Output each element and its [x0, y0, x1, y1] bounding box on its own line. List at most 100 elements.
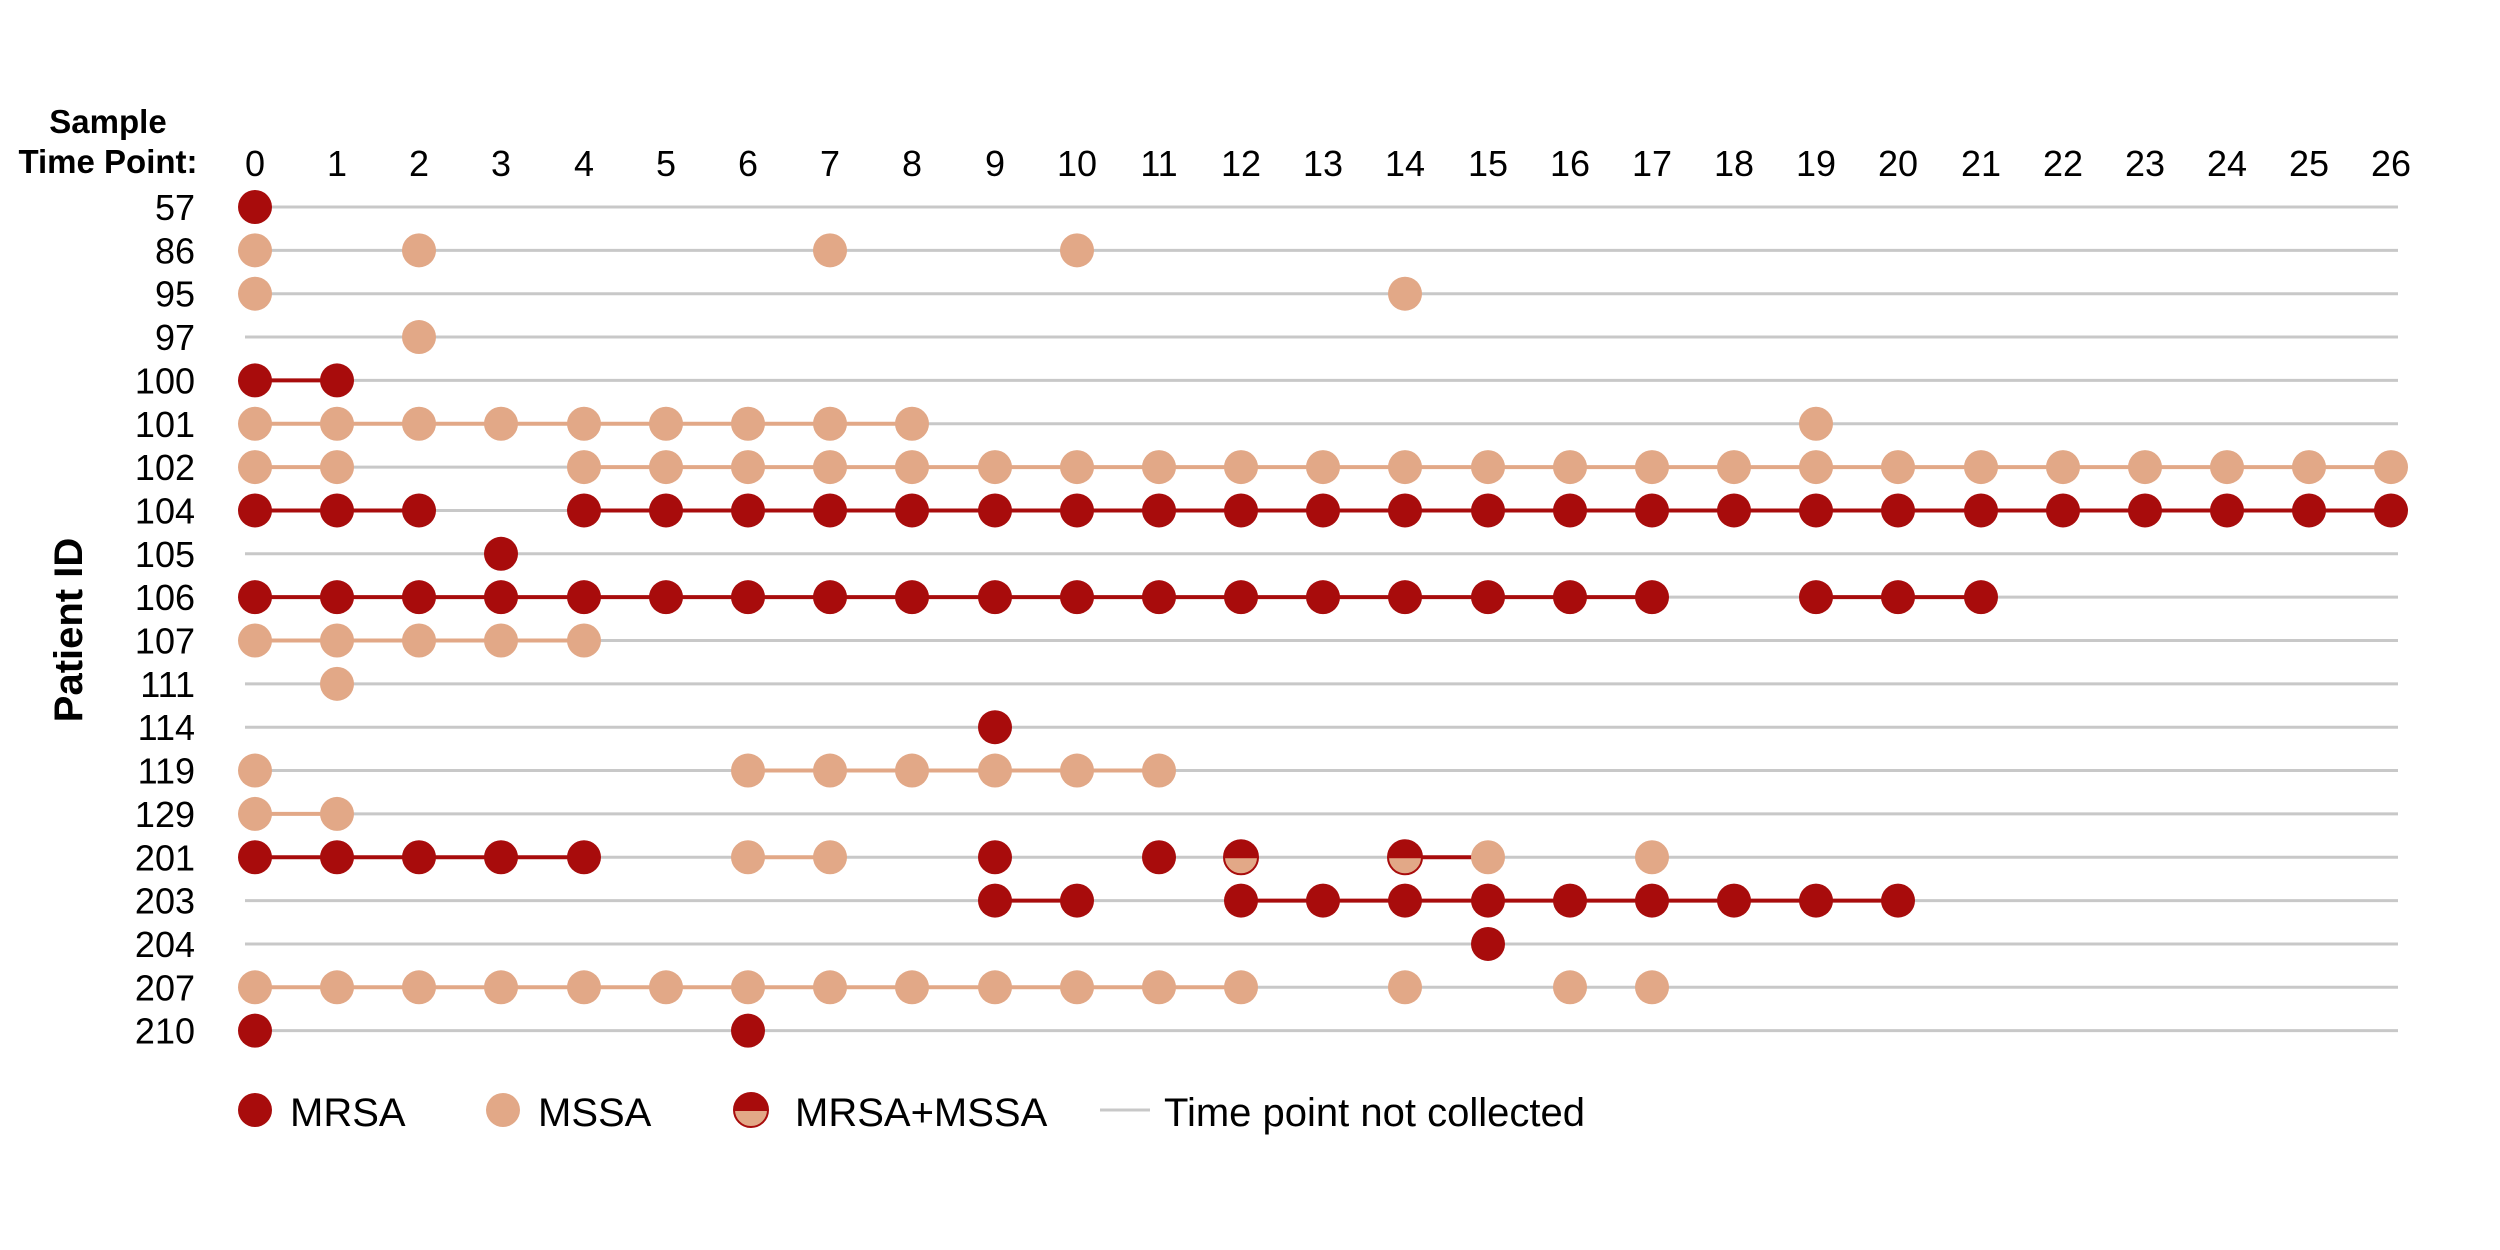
- point-mssa: [567, 450, 601, 485]
- patient-id-label: 107: [135, 621, 195, 662]
- point-mssa: [2374, 450, 2408, 485]
- point-mssa: [238, 753, 272, 788]
- point-mrsa: [895, 493, 929, 528]
- x-tick-label: 10: [1057, 143, 1097, 184]
- legend-label: MRSA: [290, 1091, 406, 1135]
- point-mrsa: [1306, 883, 1340, 918]
- point-mssa: [567, 970, 601, 1005]
- point-mrsa: [1553, 493, 1587, 528]
- patient-id-label: 119: [138, 751, 195, 792]
- legend-item-mrsa-mssa: MRSA+MSSA: [733, 1091, 1048, 1135]
- point-mrsa: [978, 580, 1012, 615]
- point-mrsa: [1553, 883, 1587, 918]
- point-mrsa: [978, 883, 1012, 918]
- point-mrsa: [649, 580, 683, 615]
- point-mssa: [895, 406, 929, 441]
- point-mssa: [649, 970, 683, 1005]
- point-mrsa: [402, 580, 436, 615]
- x-tick-label: 8: [902, 143, 922, 184]
- point-mrsa: [1388, 493, 1422, 528]
- point-mssa: [1060, 753, 1094, 788]
- point-mrsa: [2128, 493, 2162, 528]
- header-label-line1: Sample: [49, 103, 166, 140]
- point-mssa: [2046, 450, 2080, 485]
- point-mrsa: [1717, 883, 1751, 918]
- point-mrsa: [1635, 883, 1669, 918]
- point-mrsa: [731, 493, 765, 528]
- point-mssa: [731, 450, 765, 485]
- x-tick-label: 3: [491, 143, 511, 184]
- point-mrsa: [1224, 493, 1258, 528]
- point-mssa: [895, 970, 929, 1005]
- point-mrsa: [2210, 493, 2244, 528]
- x-tick-label: 11: [1140, 143, 1177, 184]
- patient-id-label: 57: [155, 187, 195, 228]
- point-mrsa: [238, 840, 272, 875]
- point-mssa: [1060, 450, 1094, 485]
- point-mrsa: [731, 580, 765, 615]
- point-mrsa: [567, 493, 601, 528]
- patient-id-label: 114: [138, 707, 195, 748]
- point-mrsa: [484, 536, 518, 571]
- point-mssa: [895, 753, 929, 788]
- point-mssa: [1553, 450, 1587, 485]
- point-mssa: [1553, 970, 1587, 1005]
- point-mssa: [1717, 450, 1751, 485]
- point-mssa: [1224, 970, 1258, 1005]
- x-tick-label: 4: [574, 143, 594, 184]
- point-mrsa: [238, 363, 272, 398]
- point-mssa: [484, 623, 518, 658]
- x-tick-label: 15: [1468, 143, 1508, 184]
- point-mrsa: [1799, 580, 1833, 615]
- point-mrsa: [978, 710, 1012, 745]
- point-mssa: [1635, 840, 1669, 875]
- point-mrsa: [1306, 580, 1340, 615]
- x-tick-label: 1: [327, 143, 347, 184]
- point-mssa: [402, 406, 436, 441]
- point-mrsa: [1881, 580, 1915, 615]
- point-mrsa: [1142, 493, 1176, 528]
- point-mssa: [1635, 970, 1669, 1005]
- point-mssa: [238, 406, 272, 441]
- point-mrsa: [1471, 493, 1505, 528]
- point-mrsa: [320, 840, 354, 875]
- point-mssa: [320, 970, 354, 1005]
- x-tick-label: 0: [245, 143, 265, 184]
- point-mssa: [1388, 450, 1422, 485]
- point-mssa: [1388, 970, 1422, 1005]
- x-tick-label: 7: [820, 143, 840, 184]
- point-mssa: [1881, 450, 1915, 485]
- point-mrsa: [978, 493, 1012, 528]
- point-mrsa: [238, 1013, 272, 1048]
- point-mrsa: [813, 580, 847, 615]
- x-tick-label: 18: [1714, 143, 1754, 184]
- point-mssa: [1799, 406, 1833, 441]
- patient-id-label: 97: [155, 317, 195, 358]
- point-mrsa: [1964, 493, 1998, 528]
- point-mssa: [484, 406, 518, 441]
- patient-id-label: 104: [135, 490, 195, 531]
- point-mssa: [238, 276, 272, 311]
- point-mrsa: [1060, 580, 1094, 615]
- x-tick-label: 14: [1385, 143, 1425, 184]
- point-mssa: [402, 623, 436, 658]
- point-mrsa: [1799, 493, 1833, 528]
- point-mssa: [731, 406, 765, 441]
- point-mrsa: [895, 580, 929, 615]
- patient-id-label: 105: [135, 534, 195, 575]
- point-mrsa: [1224, 580, 1258, 615]
- point-mrsa: [1635, 493, 1669, 528]
- x-tick-label: 23: [2125, 143, 2165, 184]
- point-mssa: [1388, 276, 1422, 311]
- point-mrsa: [1964, 580, 1998, 615]
- point-mssa: [1060, 233, 1094, 268]
- point-mssa: [813, 970, 847, 1005]
- point-mssa: [649, 406, 683, 441]
- x-tick-label: 5: [656, 143, 676, 184]
- point-mrsa: [2374, 493, 2408, 528]
- header-label-line2: Time Point:: [18, 143, 197, 180]
- patient-id-label: 102: [135, 447, 195, 488]
- x-tick-label: 13: [1303, 143, 1343, 184]
- point-mrsa: [402, 840, 436, 875]
